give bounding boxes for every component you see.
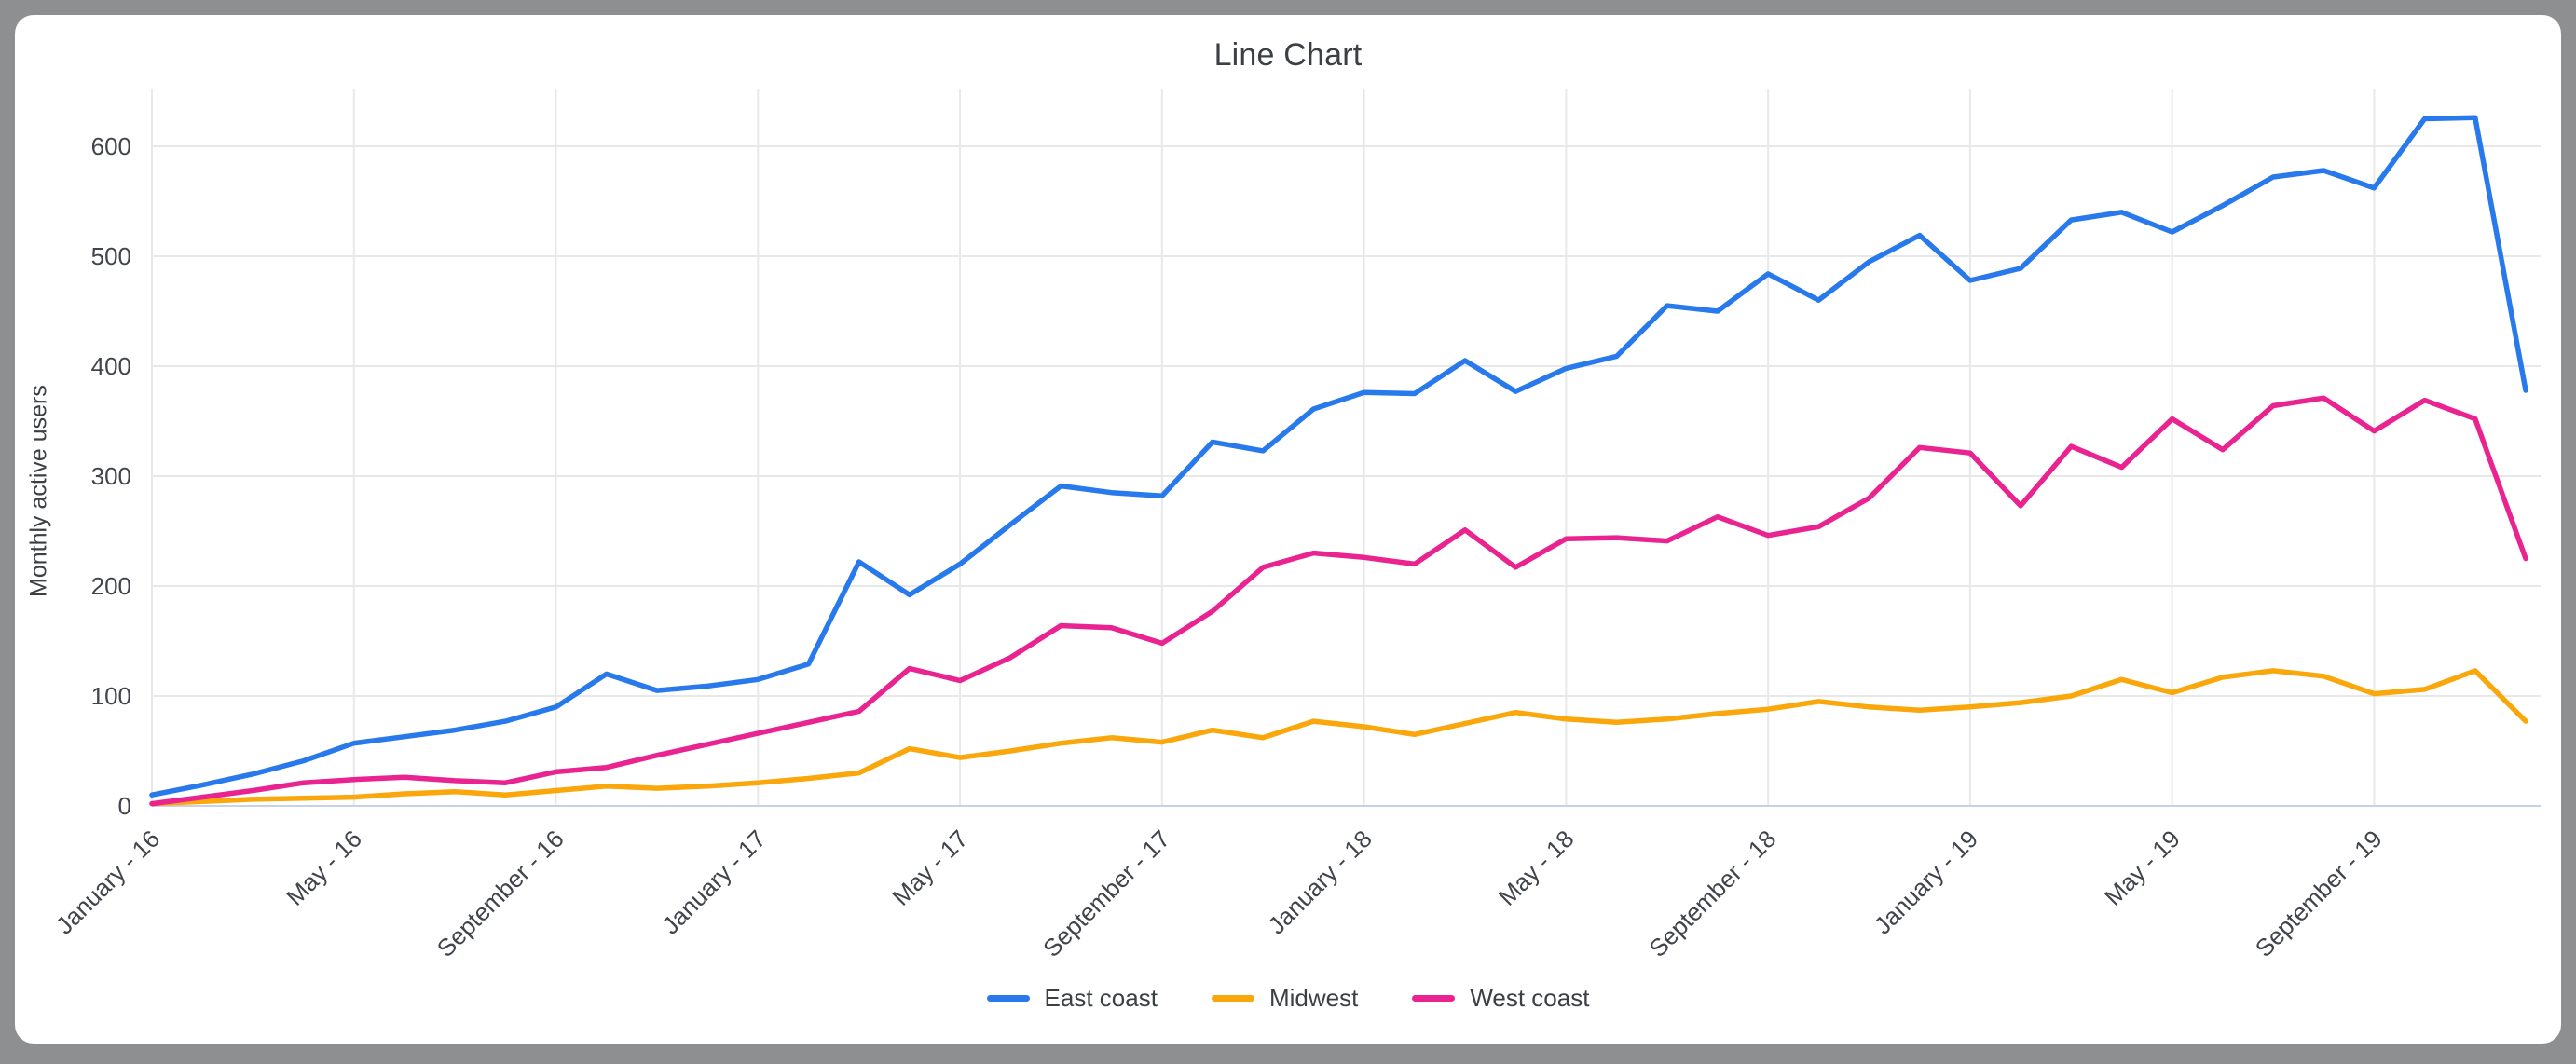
legend-item-midwest: Midwest (1211, 984, 1359, 1013)
legend-item-west-coast: West coast (1412, 984, 1589, 1013)
legend-label: Midwest (1268, 984, 1359, 1012)
series-line-midwest (149, 668, 2528, 807)
x-tick-label: September - 16 (432, 825, 569, 962)
y-tick-label: 600 (91, 132, 131, 160)
y-tick-label: 100 (91, 682, 131, 710)
chart-card: Line Chart Monthly active users (15, 15, 2561, 1044)
series-line-east-coast (149, 115, 2528, 798)
x-tick-label: January - 19 (1869, 825, 1983, 939)
y-tick-label: 300 (91, 462, 131, 490)
x-tick-label: May - 17 (887, 825, 974, 911)
x-tick-label: May - 19 (2099, 825, 2185, 911)
x-tick-label: May - 18 (1493, 825, 1580, 911)
x-tick-label: September - 18 (1643, 825, 1781, 962)
legend-swatch (1412, 995, 1456, 1002)
chart-legend: East coast Midwest West coast (0, 984, 2576, 1013)
x-tick-label: May - 16 (281, 825, 367, 911)
series-line-west-coast (149, 395, 2528, 807)
x-tick-label: January - 18 (1262, 825, 1377, 939)
y-tick-label: 500 (91, 242, 131, 270)
legend-label: East coast (1044, 984, 1158, 1012)
x-tick-label: September - 17 (1037, 825, 1175, 962)
legend-swatch (986, 995, 1030, 1002)
x-tick-label: January - 16 (50, 825, 165, 939)
y-tick-label: 0 (118, 792, 131, 820)
x-tick-label: January - 17 (656, 825, 771, 939)
y-tick-label: 400 (91, 352, 131, 380)
legend-item-east-coast: East coast (986, 984, 1158, 1013)
y-tick-label: 200 (91, 572, 131, 600)
legend-swatch (1211, 995, 1254, 1002)
chart-title: Line Chart (1213, 37, 1363, 73)
legend-label: West coast (1470, 984, 1590, 1012)
x-tick-label: September - 19 (2250, 825, 2388, 962)
